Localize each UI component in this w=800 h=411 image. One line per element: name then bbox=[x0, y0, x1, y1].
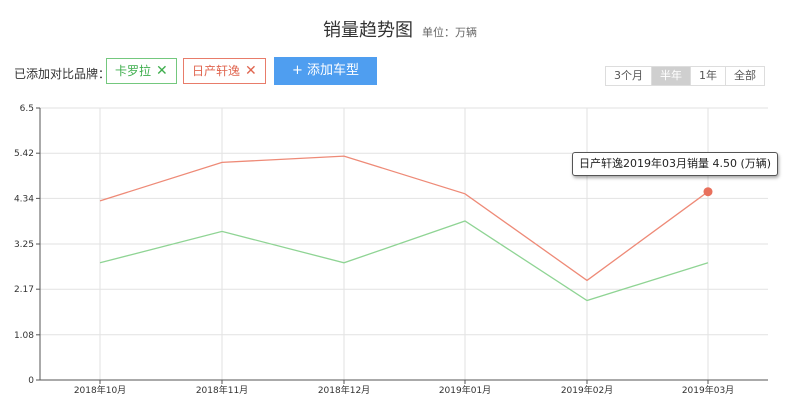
x-tick-label: 2019年03月 bbox=[682, 384, 734, 396]
x-tick-label: 2019年01月 bbox=[439, 384, 491, 396]
close-icon[interactable]: ✕ bbox=[156, 63, 168, 79]
y-tick-label: 6.5 bbox=[20, 104, 34, 114]
y-tick-label: 4.34 bbox=[14, 194, 34, 204]
x-tick-label: 2018年10月 bbox=[74, 384, 126, 396]
x-tick-label: 2018年11月 bbox=[196, 384, 248, 396]
add-model-button[interactable]: + 添加车型 bbox=[274, 57, 377, 85]
chart-grid bbox=[40, 107, 768, 380]
range-1-year[interactable]: 1年 bbox=[690, 66, 726, 86]
unit-label: 单位：万辆 bbox=[422, 26, 478, 39]
chart-axes bbox=[36, 107, 768, 384]
brand-tag-label: 日产轩逸 bbox=[192, 64, 241, 78]
x-tick-label: 2019年02月 bbox=[561, 384, 613, 396]
range-all[interactable]: 全部 bbox=[725, 66, 765, 86]
y-tick-label: 5.42 bbox=[14, 149, 34, 159]
brand-tag-corolla[interactable]: 卡罗拉 ✕ bbox=[106, 58, 177, 84]
brand-tag-sylphy[interactable]: 日产轩逸 ✕ bbox=[183, 58, 266, 84]
x-tick-label: 2018年12月 bbox=[318, 384, 370, 396]
y-tick-label: 3.25 bbox=[14, 240, 34, 250]
time-range-selector: 3个月 半年 1年 全部 bbox=[605, 66, 765, 86]
close-icon[interactable]: ✕ bbox=[245, 63, 257, 79]
x-axis-ticks: 2018年10月 2018年11月 2018年12月 2019年01月 2019年02月… bbox=[74, 384, 734, 396]
series-line-sylphy bbox=[99, 155, 709, 282]
chart-series bbox=[99, 155, 713, 302]
range-half-year[interactable]: 半年 bbox=[651, 66, 691, 86]
highlighted-data-point bbox=[703, 187, 713, 197]
y-tick-label: 2.17 bbox=[14, 285, 34, 295]
brand-tag-label: 卡罗拉 bbox=[115, 64, 152, 78]
compare-brands-label: 已添加对比品牌： bbox=[14, 67, 111, 81]
data-tooltip: 日产轩逸2019年03月销量 4.50 (万辆) bbox=[572, 152, 779, 176]
y-axis-ticks: 0 1.08 2.17 3.25 4.34 5.42 6.5 bbox=[14, 104, 34, 386]
y-tick-label: 0 bbox=[28, 376, 34, 386]
series-line-corolla bbox=[99, 220, 709, 302]
chart-title-area: 销量趋势图 单位：万辆 bbox=[0, 16, 800, 42]
chart-title: 销量趋势图 bbox=[322, 20, 413, 41]
y-tick-label: 1.08 bbox=[14, 331, 34, 341]
